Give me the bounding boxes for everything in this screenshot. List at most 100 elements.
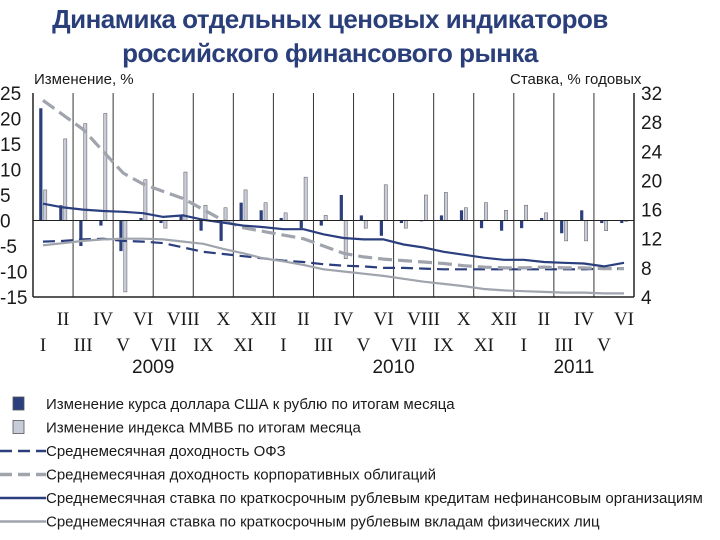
title-line-1: Динамика отдельных ценовых индикаторов (52, 4, 608, 34)
month-label-upper: IV (574, 309, 594, 330)
bar-micex-7 (163, 220, 168, 229)
month-labels: II IV VI VIII X XII II IV VI VIII X XII II IV VII III V V… (40, 309, 634, 356)
bar-micex-8 (183, 171, 188, 221)
y-right-tick: 20 (641, 171, 662, 192)
y-right-axis-label: Ставка, % годовых (510, 71, 642, 88)
bar-usd-1 (39, 108, 43, 221)
y-left-tick: 10 (0, 161, 21, 182)
legend-label: Среднемесячная доходность ОФЗ (46, 443, 286, 460)
y-left-tick: 0 (0, 212, 11, 233)
bar-usd-16 (339, 195, 343, 221)
month-label-upper: II (538, 309, 551, 330)
month-label-lower: I (40, 335, 46, 356)
bar-usd-12 (259, 210, 263, 221)
bar-usd-29 (600, 220, 604, 224)
tick-labels: 25 20 15 10 5 0 -5 -10 -15 32 28 24 20 16 12 8 4 (0, 84, 663, 309)
month-label-upper: X (457, 309, 471, 330)
month-label-upper: VIII (407, 309, 440, 330)
legend-swatch (12, 420, 25, 434)
y-right-tick: 32 (641, 84, 662, 105)
y-left-axis-label: Изменение, % (34, 71, 134, 88)
bar-micex-14 (303, 176, 308, 221)
y-left-tick: 25 (0, 84, 21, 105)
month-label-lower: III (314, 335, 333, 356)
legend-label: Среднемесячная ставка по краткосрочным р… (46, 514, 600, 531)
bar-usd-24 (499, 220, 504, 231)
bar-usd-10 (219, 220, 223, 241)
month-label-lower: V (116, 335, 130, 356)
bar-micex-13 (283, 212, 288, 221)
bar-usd-17 (359, 215, 363, 221)
month-label-lower: IX (434, 335, 454, 356)
bar-micex-27 (564, 220, 568, 242)
bar-usd-14 (299, 220, 303, 229)
y-right-tick: 24 (641, 142, 663, 163)
month-label-upper: X (216, 309, 230, 330)
deposit-rate-line (42, 237, 624, 295)
legend-swatch (12, 396, 25, 411)
month-label-lower: IX (193, 335, 213, 356)
month-label-upper: IV (333, 309, 353, 330)
year-label: 2010 (372, 357, 414, 378)
year-label: 2011 (553, 357, 594, 378)
bar-usd-18 (379, 220, 383, 236)
month-label-lower: III (74, 335, 93, 356)
bar-micex-11 (243, 189, 248, 221)
bar-micex-10 (223, 207, 228, 221)
y-right-tick: 28 (641, 113, 662, 134)
month-label-lower: V (597, 335, 611, 356)
month-label-upper: VI (374, 309, 394, 330)
corporate-bonds-line (42, 99, 624, 271)
y-left-tick: -5 (0, 237, 17, 258)
bar-micex-15 (323, 215, 328, 221)
bar-usd-30 (620, 220, 624, 224)
y-left-tick: 15 (0, 135, 21, 156)
legend-label: Среднемесячная доходность корпоративных … (46, 467, 436, 484)
legend-label: Изменение курса доллара США к рублю по и… (46, 396, 455, 413)
bar-usd-2 (59, 205, 63, 221)
month-label-upper: XII (250, 309, 276, 330)
month-label-lower: XI (474, 335, 494, 356)
bar-usd-7 (159, 220, 163, 224)
y-right-tick: 12 (641, 230, 662, 251)
y-left-tick: -10 (0, 263, 27, 284)
bar-micex-4 (103, 113, 108, 221)
bar-usd-25 (520, 220, 524, 229)
month-label-upper: XII (491, 309, 517, 330)
bar-usd-9 (199, 220, 203, 231)
bar-micex-5 (123, 220, 128, 293)
month-label-upper: IV (93, 309, 113, 330)
y-right-tick: 4 (641, 288, 652, 309)
bar-usd-22 (459, 210, 464, 221)
bar-usd-26 (540, 217, 544, 221)
legend-label: Среднемесячная ставка по краткосрочным р… (46, 490, 703, 507)
bar-usd-11 (239, 202, 243, 221)
title-line-2: российского финансового рынка (122, 38, 538, 68)
year-label: 2009 (132, 357, 174, 378)
lines (42, 99, 625, 295)
month-label-lower: I (280, 335, 286, 356)
bar-micex-20 (424, 194, 428, 221)
axes (32, 93, 635, 298)
bar-micex-24 (504, 210, 508, 221)
bar-usd-21 (439, 215, 444, 221)
bar-micex-23 (484, 202, 488, 221)
month-label-upper: VIII (167, 309, 200, 330)
ofz-line (42, 237, 624, 271)
bar-micex-28 (584, 220, 588, 242)
month-label-lower: I (521, 335, 527, 356)
month-label-lower: XI (233, 335, 253, 356)
y-left-tick: 20 (0, 110, 21, 131)
bar-usd-15 (319, 220, 323, 226)
bar-micex-29 (604, 220, 608, 231)
month-label-lower: III (554, 335, 573, 356)
month-label-lower: VII (150, 335, 176, 356)
month-label-upper: II (57, 309, 70, 330)
month-label-lower: VII (390, 335, 416, 356)
y-left-tick: 5 (0, 186, 11, 207)
month-label-upper: II (297, 309, 310, 330)
bar-micex-22 (464, 207, 468, 221)
legend-label: Изменение индекса ММВБ по итогам месяца (46, 420, 362, 437)
